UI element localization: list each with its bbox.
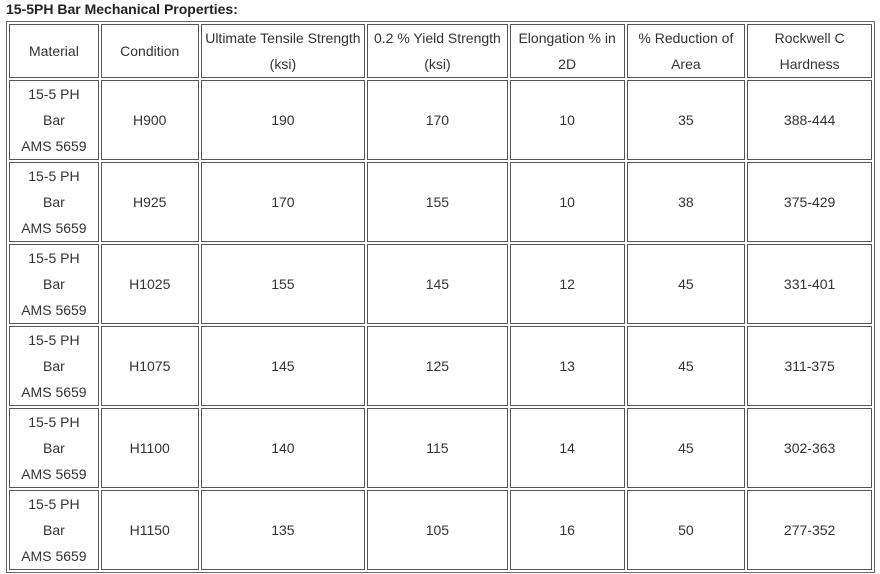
table-cell: 45 bbox=[626, 244, 746, 324]
table-cell: H900 bbox=[100, 80, 199, 160]
header-row: Material Condition Ultimate Tensile Streng… bbox=[9, 24, 872, 78]
header-cell: 0.2 % Yield Strength (ksi) bbox=[367, 24, 508, 78]
table-cell: 331-401 bbox=[747, 244, 872, 324]
table-cell: H1075 bbox=[100, 326, 199, 406]
table-cell: 277-352 bbox=[747, 490, 872, 570]
table-cell: 14 bbox=[509, 408, 625, 488]
table-cell: 45 bbox=[626, 326, 746, 406]
header-cell: Condition bbox=[100, 24, 199, 78]
table-cell: 155 bbox=[200, 244, 366, 324]
table-cell: H1025 bbox=[100, 244, 199, 324]
table-cell: 35 bbox=[626, 80, 746, 160]
header-cell: Rockwell C Hardness bbox=[747, 24, 872, 78]
table-cell: 388-444 bbox=[747, 80, 872, 160]
table-cell: 15-5 PH Bar AMS 5659 bbox=[9, 408, 99, 488]
table-cell: 15-5 PH Bar AMS 5659 bbox=[9, 490, 99, 570]
title: 15-5PH Bar Mechanical Properties: bbox=[6, 1, 238, 17]
cell-line: 15-5 PH bbox=[28, 332, 80, 348]
table-cell: 375-429 bbox=[747, 162, 872, 242]
table-cell: 50 bbox=[626, 490, 746, 570]
table-cell: 140 bbox=[200, 408, 366, 488]
table-cell: 15-5 PH Bar AMS 5659 bbox=[9, 162, 99, 242]
cell-line: Bar bbox=[43, 522, 65, 538]
table-cell: 10 bbox=[509, 162, 625, 242]
table-cell: 15-5 PH Bar AMS 5659 bbox=[9, 244, 99, 324]
table-cell: 311-375 bbox=[747, 326, 872, 406]
cell-line: Bar bbox=[43, 358, 65, 374]
cell-line: 15-5 PH bbox=[28, 168, 80, 184]
table-cell: 12 bbox=[509, 244, 625, 324]
cell-line: Bar bbox=[43, 276, 65, 292]
cell-line: Bar bbox=[43, 194, 65, 210]
header-cell: Material bbox=[9, 24, 99, 78]
table-row: 15-5 PH Bar AMS 5659 H1100 140 115 14 45 302-363 bbox=[9, 408, 872, 488]
cell-line: AMS 5659 bbox=[21, 138, 87, 154]
properties-table: Material Condition Ultimate Tensile Streng… bbox=[6, 21, 875, 573]
table-cell: 302-363 bbox=[747, 408, 872, 488]
table-cell: 15-5 PH Bar AMS 5659 bbox=[9, 80, 99, 160]
cell-line: AMS 5659 bbox=[21, 302, 87, 318]
table-cell: 45 bbox=[626, 408, 746, 488]
cell-line: AMS 5659 bbox=[21, 220, 87, 236]
table-cell: 16 bbox=[509, 490, 625, 570]
header-cell: Ultimate Tensile Strength (ksi) bbox=[200, 24, 366, 78]
table-cell: 38 bbox=[626, 162, 746, 242]
table-cell: 115 bbox=[367, 408, 508, 488]
table-body: 15-5 PH Bar AMS 5659 H900 190 170 10 35 388-444 1… bbox=[9, 80, 872, 570]
table-cell: 10 bbox=[509, 80, 625, 160]
table-cell: 145 bbox=[367, 244, 508, 324]
cell-line: 15-5 PH bbox=[28, 86, 80, 102]
table-row: 15-5 PH Bar AMS 5659 H925 170 155 10 38 375-429 bbox=[9, 162, 872, 242]
table-cell: 170 bbox=[367, 80, 508, 160]
table-cell: 125 bbox=[367, 326, 508, 406]
cell-line: Bar bbox=[43, 440, 65, 456]
cell-line: Bar bbox=[43, 112, 65, 128]
table-cell: 105 bbox=[367, 490, 508, 570]
table-cell: 135 bbox=[200, 490, 366, 570]
table-cell: H925 bbox=[100, 162, 199, 242]
cell-line: AMS 5659 bbox=[21, 384, 87, 400]
table-row: 15-5 PH Bar AMS 5659 H1150 135 105 16 50 277-352 bbox=[9, 490, 872, 570]
cell-line: AMS 5659 bbox=[21, 466, 87, 482]
table-cell: 190 bbox=[200, 80, 366, 160]
table-row: 15-5 PH Bar AMS 5659 H1025 155 145 12 45 331-401 bbox=[9, 244, 872, 324]
cell-line: AMS 5659 bbox=[21, 548, 87, 564]
cell-line: 15-5 PH bbox=[28, 250, 80, 266]
table-cell: H1150 bbox=[100, 490, 199, 570]
header-cell: Elongation % in 2D bbox=[509, 24, 625, 78]
table-cell: 15-5 PH Bar AMS 5659 bbox=[9, 326, 99, 406]
table-cell: 145 bbox=[200, 326, 366, 406]
table-cell: 13 bbox=[509, 326, 625, 406]
table-cell: 170 bbox=[200, 162, 366, 242]
header-cell: % Reduction of Area bbox=[626, 24, 746, 78]
table-row: 15-5 PH Bar AMS 5659 H1075 145 125 13 45 311-375 bbox=[9, 326, 872, 406]
table-row: 15-5 PH Bar AMS 5659 H900 190 170 10 35 388-444 bbox=[9, 80, 872, 160]
table-header: Material Condition Ultimate Tensile Streng… bbox=[9, 24, 872, 78]
cell-line: 15-5 PH bbox=[28, 414, 80, 430]
table-cell: H1100 bbox=[100, 408, 199, 488]
table-cell: 155 bbox=[367, 162, 508, 242]
cell-line: 15-5 PH bbox=[28, 496, 80, 512]
